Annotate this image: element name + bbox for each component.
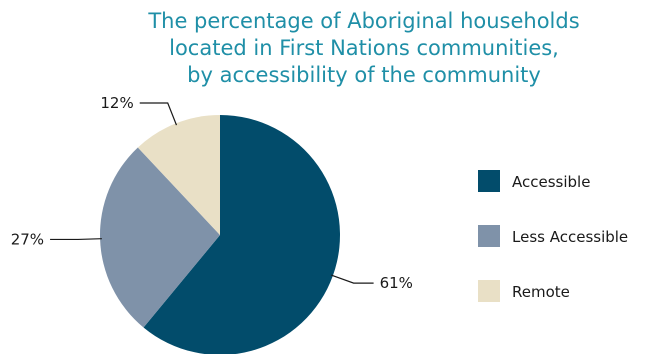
leader-lines (50, 102, 374, 284)
pie-slices (100, 115, 340, 354)
legend-swatch-remote (478, 280, 500, 302)
legend-label-remote: Remote (512, 283, 570, 301)
data-label-less-accessible: 27% (11, 230, 44, 248)
pie-slice-less-accessible (100, 147, 220, 328)
chart-title: The percentage of Aboriginal households … (0, 8, 658, 89)
legend-swatch-less-accessible (478, 225, 500, 247)
legend-swatch-accessible (478, 170, 500, 192)
pie-slice-accessible (143, 115, 340, 354)
legend: Accessible Less Accessible Remote (478, 170, 628, 302)
data-label-accessible: 61% (380, 274, 413, 292)
leader-line-less-accessible (50, 238, 102, 241)
data-labels: 61% 27% 12% (11, 94, 413, 292)
leader-line-accessible (331, 274, 374, 284)
pie-slice-remote (137, 115, 220, 235)
chart-title-line-2: located in First Nations communities, (169, 36, 559, 60)
legend-label-less-accessible: Less Accessible (512, 228, 628, 246)
leader-line-remote (139, 102, 178, 126)
chart-title-line-1: The percentage of Aboriginal households (148, 9, 580, 33)
data-label-remote: 12% (100, 94, 133, 112)
legend-label-accessible: Accessible (512, 173, 590, 191)
chart-title-line-3: by accessibility of the community (187, 63, 541, 87)
